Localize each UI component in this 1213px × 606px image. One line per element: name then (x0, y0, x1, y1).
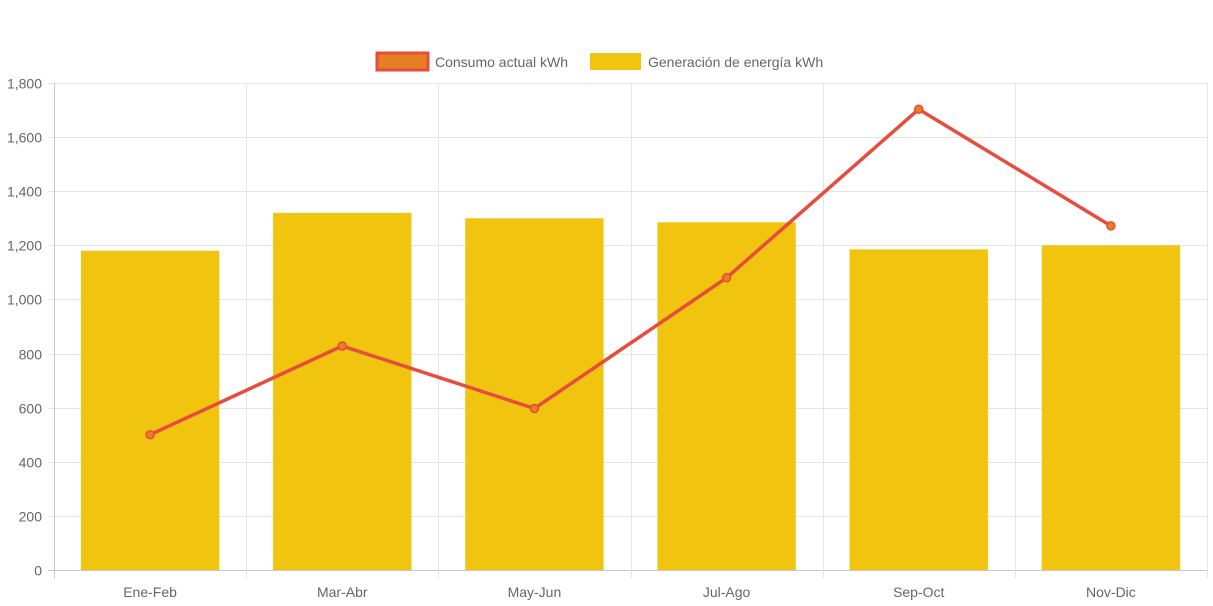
y-axis: 0 200 400 600 800 1,000 1,200 1,400 1,600 1,800 (7, 76, 42, 579)
line-point[interactable] (914, 104, 924, 114)
bar[interactable] (273, 212, 412, 570)
bar[interactable] (1041, 245, 1181, 571)
x-tick-label: Ene-Feb (123, 584, 177, 600)
x-tick-label: Jul-Ago (703, 584, 751, 600)
bar[interactable] (80, 250, 220, 570)
bar[interactable] (849, 249, 988, 570)
y-tick-label: 0 (34, 563, 42, 579)
line-point[interactable] (1106, 221, 1116, 231)
bar-series (80, 212, 1181, 571)
x-tick-label: Mar-Abr (317, 584, 368, 600)
line-point[interactable] (721, 273, 732, 283)
y-tick-label: 600 (19, 401, 43, 417)
y-tick-label: 1,600 (7, 130, 42, 146)
series-line (149, 107, 1112, 437)
line-point[interactable] (337, 341, 347, 351)
y-tick-label: 1,000 (7, 292, 42, 308)
y-tick-label: 1,800 (7, 76, 42, 92)
line-point[interactable] (145, 429, 155, 440)
legend-label-generacion: Generación de energía kWh (648, 54, 823, 70)
y-tick-label: 400 (19, 455, 43, 471)
y-tick-label: 200 (19, 509, 43, 525)
x-tick-label: Sep-Oct (893, 584, 944, 600)
x-tick-label: Nov-Dic (1086, 584, 1136, 600)
legend-swatch-generacion (590, 53, 641, 70)
line-point[interactable] (529, 403, 540, 414)
x-tick-label: May-Jun (508, 584, 562, 600)
grid (48, 83, 1208, 578)
legend-item-consumo[interactable]: Consumo actual kWh (375, 51, 568, 72)
legend-swatch-consumo (375, 51, 430, 72)
y-tick-label: 1,200 (7, 238, 42, 254)
legend-item-generacion[interactable]: Generación de energía kWh (590, 53, 823, 70)
y-tick-label: 1,400 (7, 184, 42, 200)
x-axis: Ene-Feb Mar-Abr May-Jun Jul-Ago Sep-Oct Nov-D… (123, 584, 1136, 600)
legend-label-consumo: Consumo actual kWh (435, 54, 568, 70)
y-tick-label: 800 (19, 347, 43, 363)
legend[interactable]: Consumo actual kWh Generación de energía… (375, 51, 823, 72)
line-series (145, 104, 1116, 440)
